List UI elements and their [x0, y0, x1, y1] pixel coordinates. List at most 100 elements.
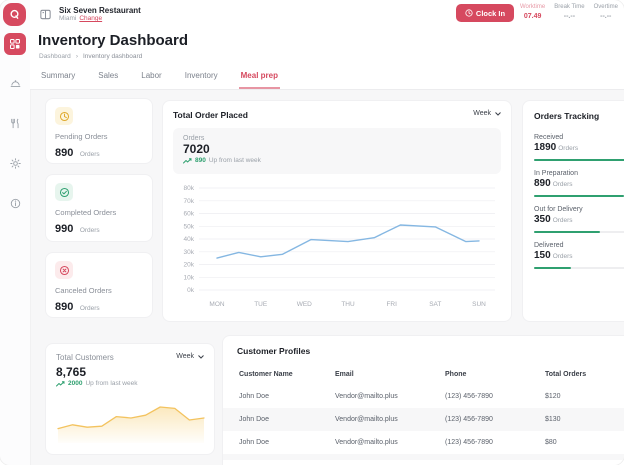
sidebar-item-dashboard[interactable] [4, 33, 26, 55]
orders-tracking-panel: Orders Tracking Received 1890Orders In P… [522, 100, 624, 322]
restaurant-name: Six Seven Restaurant [59, 6, 141, 15]
customer-profiles-title: Customer Profiles [223, 346, 624, 356]
breadcrumb: Dashboard › Inventory dashboard [39, 53, 142, 60]
breadcrumb-parent[interactable]: Dashboard [39, 53, 71, 60]
table-row[interactable]: John Doe Vendor@mailto.plus (123) 456-78… [223, 431, 624, 454]
storefront-icon [39, 8, 52, 21]
tracking-value: 350 [534, 214, 551, 225]
col-total-orders: Total Orders [545, 364, 624, 385]
progress-track [534, 267, 624, 269]
tab-inventory[interactable]: Inventory [183, 65, 220, 89]
orders-tracking-title: Orders Tracking [534, 111, 624, 121]
grid-dashboard-icon [10, 39, 20, 49]
pending-orders-card: Pending Orders 890 Orders [45, 98, 153, 164]
cell-phone: (123) 456-7890 [445, 431, 545, 454]
breaktime-stat: Break Time --.-- [554, 4, 584, 21]
tracking-label: In Preparation [534, 170, 624, 177]
tracking-unit: Orders [553, 253, 573, 260]
gear-icon [10, 158, 21, 169]
tracking-unit: Orders [553, 181, 573, 188]
cell-total-orders: $120 [545, 385, 624, 408]
clock-in-button[interactable]: Clock In [456, 4, 514, 22]
table-row[interactable]: John Doe Vendor@mailto.plus (123) 456-78… [223, 385, 624, 408]
svg-text:40k: 40k [184, 236, 195, 243]
tab-labor[interactable]: Labor [139, 65, 163, 89]
tracking-value: 1890 [534, 142, 556, 153]
canceled-orders-card: Canceled Orders 890 Orders [45, 252, 153, 318]
restaurant-switcher: Six Seven Restaurant MiamiChange [59, 6, 141, 23]
stat-value: 990 [55, 223, 73, 235]
chevron-down-icon [495, 112, 501, 116]
svg-text:70k: 70k [184, 198, 195, 205]
svg-text:10k: 10k [184, 274, 195, 281]
cell-email: Vendor@mailto.plus [335, 385, 445, 408]
svg-text:WED: WED [297, 301, 312, 308]
stat-label: Pending Orders [55, 132, 143, 141]
worktime-stat: Worktime 07.49 [520, 4, 545, 21]
trend-up-icon [183, 158, 192, 164]
check-circle-icon [55, 183, 73, 201]
stat-label: Completed Orders [55, 208, 143, 217]
svg-text:FRI: FRI [386, 301, 397, 308]
completed-orders-card: Completed Orders 990 Orders [45, 174, 153, 242]
worktime-value: 07.49 [520, 12, 545, 21]
cell-customer-name: John Doe [223, 408, 335, 431]
breadcrumb-current: Inventory dashboard [83, 53, 142, 60]
tracking-item-received: Received 1890Orders [534, 134, 624, 161]
stat-value: 890 [55, 147, 73, 159]
progress-fill [534, 159, 624, 161]
stat-unit: Orders [80, 305, 100, 312]
progress-track [534, 159, 624, 161]
breaktime-label: Break Time [554, 4, 584, 12]
cell-phone: (123) 456-7890 [445, 408, 545, 431]
change-location-link[interactable]: Change [79, 15, 102, 22]
page-title: Inventory Dashboard [38, 32, 188, 49]
tab-sales[interactable]: Sales [96, 65, 120, 89]
table-row-partial [223, 454, 624, 460]
app-logo[interactable] [3, 3, 26, 26]
progress-fill [534, 267, 571, 269]
order-line-chart: 0k10k20k30k40k50k60k70k80kMONTUEWEDTHUFR… [173, 178, 503, 318]
stat-value: 890 [55, 301, 73, 313]
time-stats: Worktime 07.49 Break Time --.-- Overtime… [520, 4, 618, 21]
sidebar-item-help[interactable] [4, 192, 26, 214]
cell-phone: (123) 456-7890 [445, 385, 545, 408]
tracking-label: Received [534, 134, 624, 141]
tab-meal-prep[interactable]: Meal prep [239, 65, 280, 89]
order-chart-title: Total Order Placed [173, 110, 501, 120]
tab-summary[interactable]: Summary [39, 65, 77, 89]
tracking-item-out-for-delivery: Out for Delivery 350Orders [534, 206, 624, 233]
cell-total-orders: $130 [545, 408, 624, 431]
svg-text:0k: 0k [187, 287, 195, 294]
customers-delta-suffix: Up from last week [85, 380, 137, 387]
customers-period-select[interactable]: Week [176, 353, 204, 360]
customers-area-chart [56, 391, 206, 447]
tracking-item-delivered: Delivered 150Orders [534, 242, 624, 269]
sidebar-item-restaurant[interactable] [4, 112, 26, 134]
tracking-label: Out for Delivery [534, 206, 624, 213]
svg-text:MON: MON [209, 301, 224, 308]
svg-text:50k: 50k [184, 223, 195, 230]
period-value: Week [473, 110, 491, 117]
stat-unit: Orders [80, 151, 100, 158]
order-chart-period-select[interactable]: Week [473, 110, 501, 117]
orders-delta-suffix: Up from last week [209, 157, 261, 164]
svg-text:60k: 60k [184, 211, 195, 218]
customers-value: 8,765 [56, 365, 204, 379]
sidebar-item-settings[interactable] [4, 152, 26, 174]
progress-track [534, 231, 624, 233]
x-circle-icon [55, 261, 73, 279]
sidebar-item-meals[interactable] [4, 72, 26, 94]
cloche-icon [10, 78, 21, 89]
svg-text:THU: THU [341, 301, 355, 308]
inventory-dashboard-app: Six Seven Restaurant MiamiChange Clock I… [0, 0, 624, 465]
worktime-label: Worktime [520, 4, 545, 12]
breadcrumb-separator-icon: › [76, 53, 78, 60]
info-icon [10, 198, 21, 209]
tracking-value: 150 [534, 250, 551, 261]
orders-summary-value: 7020 [183, 142, 491, 156]
table-row[interactable]: John Doe Vendor@mailto.plus (123) 456-78… [223, 408, 624, 431]
svg-text:20k: 20k [184, 262, 195, 269]
customer-profiles-card: Customer Profiles Customer Name Email Ph… [222, 335, 624, 465]
tracking-value: 890 [534, 178, 551, 189]
